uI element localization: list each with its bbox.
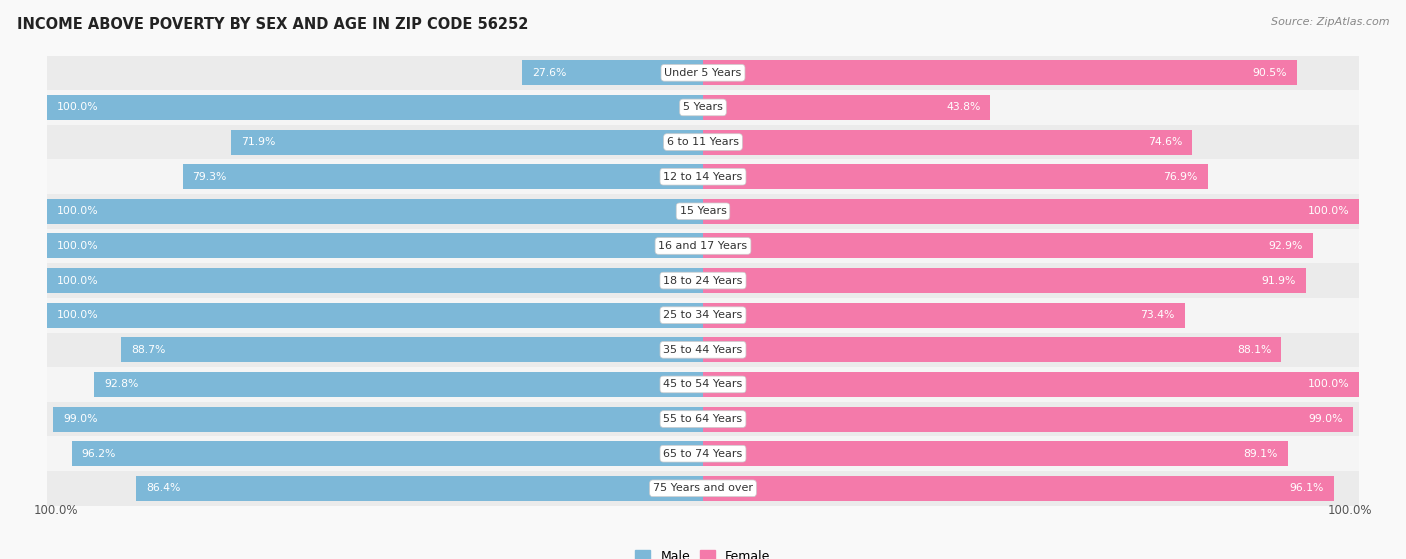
Text: 16 and 17 Years: 16 and 17 Years xyxy=(658,241,748,251)
Bar xyxy=(703,406,1353,432)
Bar xyxy=(183,164,703,189)
Bar xyxy=(703,441,1288,466)
Text: 71.9%: 71.9% xyxy=(240,137,276,147)
Bar xyxy=(136,476,703,501)
Bar xyxy=(522,60,703,86)
Text: 18 to 24 Years: 18 to 24 Years xyxy=(664,276,742,286)
Text: 25 to 34 Years: 25 to 34 Years xyxy=(664,310,742,320)
Text: 35 to 44 Years: 35 to 44 Years xyxy=(664,345,742,355)
Text: 73.4%: 73.4% xyxy=(1140,310,1175,320)
Bar xyxy=(46,234,703,258)
Bar xyxy=(46,333,1360,367)
Text: INCOME ABOVE POVERTY BY SEX AND AGE IN ZIP CODE 56252: INCOME ABOVE POVERTY BY SEX AND AGE IN Z… xyxy=(17,17,529,32)
Text: 100.0%: 100.0% xyxy=(56,310,98,320)
Bar xyxy=(46,194,1360,229)
Bar xyxy=(703,60,1296,86)
Text: 27.6%: 27.6% xyxy=(531,68,567,78)
Bar xyxy=(703,130,1192,154)
Text: 88.7%: 88.7% xyxy=(131,345,166,355)
Bar xyxy=(703,303,1185,328)
Bar xyxy=(703,199,1360,224)
Bar xyxy=(46,263,1360,298)
Bar xyxy=(53,406,703,432)
Text: 92.8%: 92.8% xyxy=(104,380,138,390)
Text: Under 5 Years: Under 5 Years xyxy=(665,68,741,78)
Text: 100.0%: 100.0% xyxy=(34,504,79,517)
Bar xyxy=(46,437,1360,471)
Text: 99.0%: 99.0% xyxy=(63,414,98,424)
Bar xyxy=(703,268,1306,293)
Text: 79.3%: 79.3% xyxy=(193,172,226,182)
Text: 91.9%: 91.9% xyxy=(1261,276,1296,286)
Bar xyxy=(46,199,703,224)
Bar xyxy=(46,125,1360,159)
Text: Source: ZipAtlas.com: Source: ZipAtlas.com xyxy=(1271,17,1389,27)
Bar xyxy=(703,95,990,120)
Text: 45 to 54 Years: 45 to 54 Years xyxy=(664,380,742,390)
Bar xyxy=(46,303,703,328)
Text: 5 Years: 5 Years xyxy=(683,102,723,112)
Bar xyxy=(703,234,1313,258)
Bar xyxy=(121,337,703,362)
Text: 100.0%: 100.0% xyxy=(56,206,98,216)
Text: 96.2%: 96.2% xyxy=(82,449,117,459)
Bar xyxy=(46,268,703,293)
Text: 76.9%: 76.9% xyxy=(1163,172,1198,182)
Text: 86.4%: 86.4% xyxy=(146,484,180,493)
Text: 55 to 64 Years: 55 to 64 Years xyxy=(664,414,742,424)
Text: 100.0%: 100.0% xyxy=(56,241,98,251)
Bar xyxy=(46,402,1360,437)
Text: 75 Years and over: 75 Years and over xyxy=(652,484,754,493)
Text: 43.8%: 43.8% xyxy=(946,102,980,112)
Text: 100.0%: 100.0% xyxy=(56,102,98,112)
Text: 74.6%: 74.6% xyxy=(1149,137,1182,147)
Bar xyxy=(703,372,1360,397)
Text: 96.1%: 96.1% xyxy=(1289,484,1323,493)
Bar xyxy=(94,372,703,397)
Bar xyxy=(46,159,1360,194)
Bar xyxy=(46,298,1360,333)
Text: 88.1%: 88.1% xyxy=(1237,345,1271,355)
Text: 100.0%: 100.0% xyxy=(1308,206,1350,216)
Bar xyxy=(46,367,1360,402)
Text: 100.0%: 100.0% xyxy=(1327,504,1372,517)
Bar xyxy=(46,471,1360,506)
Bar xyxy=(703,164,1208,189)
Bar xyxy=(46,229,1360,263)
Bar xyxy=(46,55,1360,90)
Text: 92.9%: 92.9% xyxy=(1268,241,1303,251)
Bar xyxy=(703,476,1333,501)
Text: 65 to 74 Years: 65 to 74 Years xyxy=(664,449,742,459)
Bar xyxy=(46,90,1360,125)
Bar xyxy=(72,441,703,466)
Text: 12 to 14 Years: 12 to 14 Years xyxy=(664,172,742,182)
Text: 90.5%: 90.5% xyxy=(1253,68,1286,78)
Bar xyxy=(703,337,1281,362)
Text: 99.0%: 99.0% xyxy=(1308,414,1343,424)
Legend: Male, Female: Male, Female xyxy=(630,546,776,559)
Bar xyxy=(231,130,703,154)
Text: 15 Years: 15 Years xyxy=(679,206,727,216)
Text: 100.0%: 100.0% xyxy=(56,276,98,286)
Text: 100.0%: 100.0% xyxy=(1308,380,1350,390)
Bar xyxy=(46,95,703,120)
Text: 6 to 11 Years: 6 to 11 Years xyxy=(666,137,740,147)
Text: 89.1%: 89.1% xyxy=(1243,449,1278,459)
